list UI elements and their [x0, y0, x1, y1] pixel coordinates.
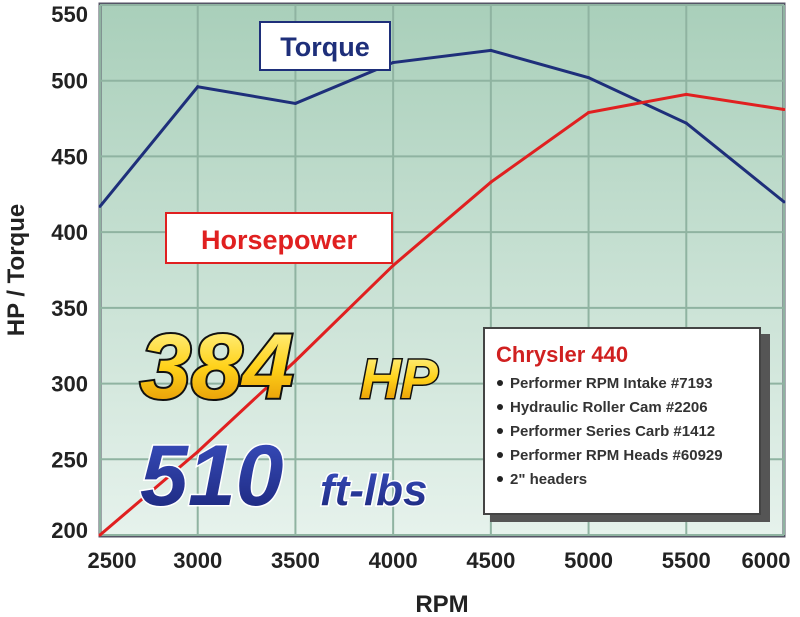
y-tick-label: 250 [51, 447, 88, 472]
y-tick-label: 550 [51, 2, 88, 27]
info-box: Chrysler 440 Performer RPM Intake #7193 H… [483, 327, 770, 522]
data-point-horsepower [782, 107, 786, 111]
data-point-horsepower [391, 263, 395, 267]
x-axis-label: RPM [415, 591, 468, 617]
y-tick-label: 300 [51, 372, 88, 397]
data-point-horsepower [684, 92, 688, 96]
x-tick-label: 4000 [369, 548, 418, 573]
data-point-torque [489, 48, 493, 52]
series-lines [98, 48, 786, 537]
x-tick-label: 5500 [662, 548, 711, 573]
data-point-torque [587, 76, 591, 80]
series-line-horsepower [99, 92, 785, 537]
data-point-torque [98, 204, 102, 208]
hp-peak-annotation: 384 HP [138, 314, 440, 420]
data-point-horsepower [587, 111, 591, 115]
data-point-torque [782, 200, 786, 204]
data-point-horsepower [489, 180, 493, 184]
info-item: Performer RPM Heads #60929 [510, 447, 723, 464]
y-tick-label: 400 [51, 220, 88, 245]
svg-text:ft-lbs: ft-lbs [320, 466, 428, 515]
torque-peak-annotation: 510 ft-lbs [139, 427, 430, 526]
x-tick-label: 6000 [742, 548, 791, 573]
y-ticks: 550 500 450 400 350 300 250 200 [51, 2, 88, 543]
data-point-horsepower [293, 359, 297, 363]
svg-text:Chrysler 440: Chrysler 440 [496, 342, 628, 367]
x-tick-label: 4500 [466, 548, 515, 573]
info-item: Performer Series Carb #1412 [510, 423, 715, 440]
data-point-torque [684, 121, 688, 125]
y-axis-label: HP / Torque [3, 204, 30, 336]
data-point-torque [391, 61, 395, 65]
legend-horsepower: Horsepower [165, 212, 393, 264]
y-tick-label: 350 [51, 296, 88, 321]
x-tick-label: 5000 [564, 548, 613, 573]
bullet-icon [497, 452, 503, 458]
x-ticks: 2500 3000 3500 4000 4500 5000 5500 6000 [88, 548, 791, 573]
y-tick-label: 200 [51, 518, 88, 543]
svg-text:510: 510 [140, 428, 284, 524]
data-point-torque [196, 85, 200, 89]
data-point-horsepower [98, 533, 102, 537]
svg-text:Torque: Torque [280, 32, 370, 62]
x-tick-label: 3000 [173, 548, 222, 573]
legend-torque: Torque [259, 21, 391, 71]
bullet-icon [497, 476, 503, 482]
svg-text:Horsepower: Horsepower [201, 225, 358, 255]
bullet-icon [497, 428, 503, 434]
x-tick-label: 3500 [271, 548, 320, 573]
svg-text:384: 384 [140, 316, 294, 418]
bullet-icon [497, 404, 503, 410]
y-tick-label: 500 [51, 69, 88, 94]
data-point-horsepower [196, 450, 200, 454]
data-point-torque [293, 101, 297, 105]
info-item: Performer RPM Intake #7193 [510, 375, 713, 392]
bullet-icon [497, 380, 503, 386]
x-tick-label: 2500 [88, 548, 137, 573]
svg-text:HP: HP [360, 347, 438, 410]
info-item: 2" headers [510, 471, 587, 488]
info-item: Hydraulic Roller Cam #2206 [510, 399, 708, 416]
series-line-torque [98, 48, 785, 208]
y-tick-label: 450 [51, 144, 88, 169]
